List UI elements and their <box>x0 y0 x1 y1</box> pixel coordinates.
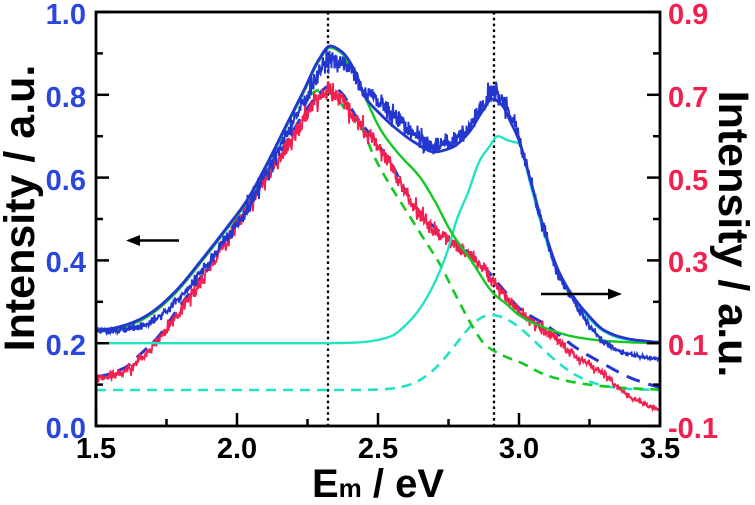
svg-text:1.5: 1.5 <box>76 433 116 465</box>
svg-text:3.0: 3.0 <box>499 433 539 465</box>
svg-text:2.0: 2.0 <box>217 433 257 465</box>
svg-text:Em / eV: Em / eV <box>312 462 444 500</box>
svg-text:0.9: 0.9 <box>668 0 708 31</box>
svg-text:0.0: 0.0 <box>46 413 86 445</box>
svg-text:0.1: 0.1 <box>668 330 708 362</box>
svg-text:0.7: 0.7 <box>668 82 708 114</box>
svg-text:2.5: 2.5 <box>358 433 398 465</box>
svg-text:-0.1: -0.1 <box>668 413 718 445</box>
svg-text:Intensity / a.u.: Intensity / a.u. <box>709 91 755 378</box>
svg-text:0.5: 0.5 <box>668 165 708 197</box>
svg-text:0.8: 0.8 <box>46 82 86 114</box>
svg-text:0.3: 0.3 <box>668 247 708 279</box>
svg-text:3.5: 3.5 <box>640 433 680 465</box>
svg-text:Intensity / a.u.: Intensity / a.u. <box>0 65 44 352</box>
svg-text:0.6: 0.6 <box>46 165 86 197</box>
svg-text:1.0: 1.0 <box>46 0 86 31</box>
svg-text:0.2: 0.2 <box>46 330 86 362</box>
svg-text:0.4: 0.4 <box>46 247 86 279</box>
